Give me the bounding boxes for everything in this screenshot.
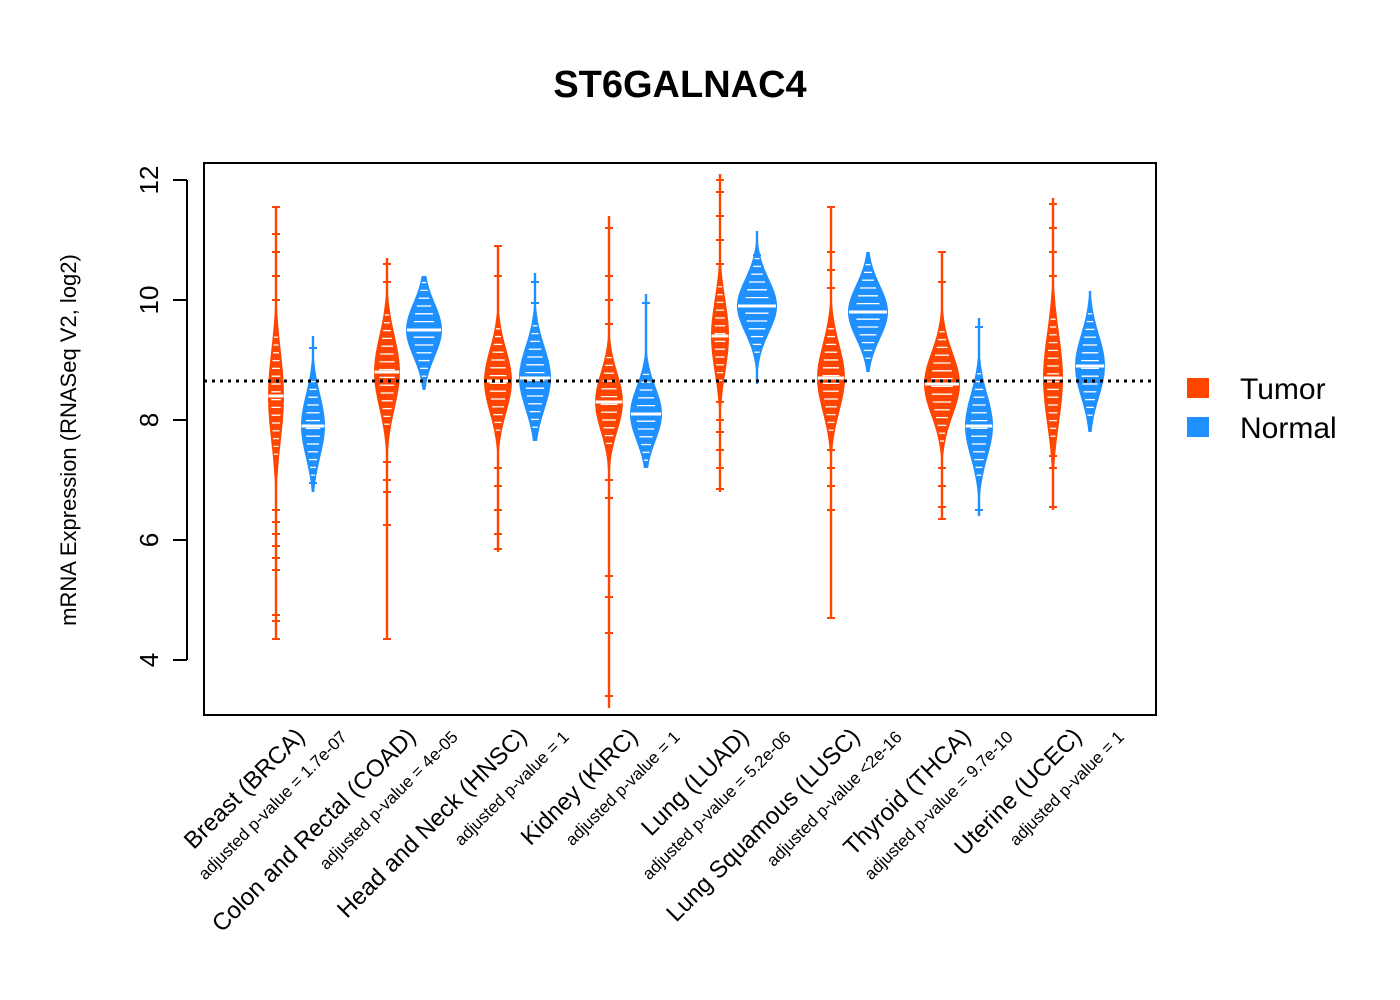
normal-violin-group xyxy=(406,276,442,390)
y-tick-label: 8 xyxy=(134,413,164,427)
normal-violin-group xyxy=(301,336,325,492)
tumor-violin-group xyxy=(924,251,960,520)
tumor-violin xyxy=(1043,198,1063,510)
normal-violin-group xyxy=(1075,291,1105,432)
normal-violin-group xyxy=(848,252,888,372)
tumor-violin-group xyxy=(711,174,729,492)
y-tick-label: 12 xyxy=(134,166,164,195)
tumor-violin xyxy=(595,216,623,708)
y-tick-label: 6 xyxy=(134,533,164,547)
tumor-violin xyxy=(374,258,400,639)
y-axis-label: mRNA Expression (RNASeq V2, log2) xyxy=(56,254,81,626)
legend-swatch xyxy=(1187,417,1209,437)
tumor-violin-group xyxy=(484,245,512,552)
normal-violin xyxy=(301,336,325,492)
x-axis-labels: Breast (BRCA)adjusted p-value = 1.7e-07C… xyxy=(179,723,1128,937)
normal-violin-group xyxy=(737,231,777,384)
legend-swatch xyxy=(1187,378,1209,398)
legend: Tumor Normal xyxy=(1187,373,1337,445)
legend-label: Tumor xyxy=(1240,373,1326,406)
tumor-violin-group xyxy=(374,258,400,640)
tumor-violin-group xyxy=(268,206,284,640)
tumor-violin-group xyxy=(595,216,623,708)
y-tick-label: 4 xyxy=(134,653,164,667)
normal-violin xyxy=(1075,291,1105,432)
tumor-violin xyxy=(817,207,845,618)
normal-violin xyxy=(406,276,442,390)
plot-frame xyxy=(203,162,1157,716)
tumor-violin-group xyxy=(817,206,845,619)
plot-area xyxy=(204,174,1156,708)
normal-violin xyxy=(965,318,993,516)
normal-violin-group xyxy=(519,273,551,441)
tumor-violin-group xyxy=(1043,198,1063,510)
chart-title: ST6GALNAC4 xyxy=(553,64,806,106)
normal-violin-group xyxy=(965,318,993,516)
legend-label: Normal xyxy=(1240,412,1337,445)
y-tick-label: 10 xyxy=(134,286,164,315)
y-axis: 4 6 8 10 12 xyxy=(134,166,188,667)
